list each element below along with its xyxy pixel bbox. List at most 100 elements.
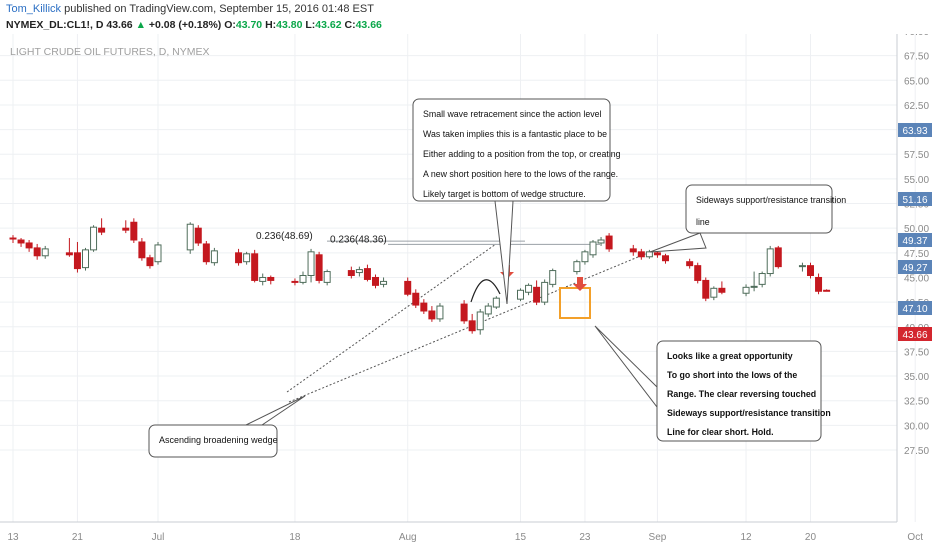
- candle-body: [710, 287, 718, 298]
- candle-body: [750, 285, 758, 288]
- candle-body: [194, 227, 202, 244]
- candle-body: [315, 254, 323, 281]
- candle-body: [637, 251, 645, 258]
- y-tick-label: 45.00: [904, 273, 929, 284]
- candle-body: [380, 280, 388, 285]
- retracement-arc: [470, 279, 501, 303]
- last-price: 43.66: [106, 19, 133, 31]
- wedge-upper-line: [286, 243, 497, 393]
- y-tick-label: 65.00: [904, 76, 929, 87]
- price-badge: [898, 301, 932, 315]
- candle-body: [98, 227, 106, 233]
- candle-body: [81, 249, 89, 269]
- y-tick-label: 30.00: [904, 421, 929, 432]
- x-tick-label: Oct: [907, 532, 923, 543]
- fib-level-label: 0.236(48.36): [330, 234, 387, 245]
- candle-body: [516, 289, 524, 300]
- candle-body: [73, 252, 81, 270]
- candle-body: [460, 303, 468, 322]
- chart-header: Tom_Killick published on TradingView.com…: [0, 0, 932, 34]
- candle-body: [41, 248, 49, 257]
- note-sideways-box: [685, 184, 833, 234]
- candle-body: [363, 268, 371, 280]
- price-chart[interactable]: 27.5030.0032.5035.0037.5040.0042.5045.00…: [0, 34, 932, 550]
- candle-body: [412, 292, 420, 306]
- close-label: C:: [344, 19, 356, 31]
- candle-body: [549, 270, 557, 285]
- note-sideways: Sideways support/resistance transition li…: [649, 184, 846, 253]
- symbol-name[interactable]: NYMEX_DL:CL1!, D: [6, 19, 104, 31]
- publisher-line: Tom_Killick published on TradingView.com…: [6, 3, 374, 15]
- candle-body: [742, 286, 750, 294]
- candle-body: [533, 286, 541, 303]
- note-sideways-text-line: line: [696, 217, 710, 227]
- author-link[interactable]: Tom_Killick: [6, 3, 62, 15]
- y-tick-label: 50.00: [904, 224, 929, 235]
- candle-body: [404, 280, 412, 295]
- note-right-text-line: Range. The clear reversing touched: [667, 389, 816, 399]
- candle-body: [267, 276, 275, 281]
- note-wedge-box: [148, 424, 278, 458]
- candle-body: [694, 265, 702, 281]
- fib-level-label: 0.236(48.69): [256, 231, 313, 242]
- candle-body: [65, 252, 73, 256]
- published-text: published on TradingView.com, September …: [64, 3, 374, 15]
- symbol-line: NYMEX_DL:CL1!, D 43.66 ▲ +0.08 (+0.18%) …: [6, 19, 382, 31]
- candle-body: [468, 320, 476, 332]
- candle-body: [371, 276, 379, 286]
- candle-body: [653, 252, 661, 256]
- candle-body: [428, 310, 436, 320]
- candle-body: [186, 223, 194, 251]
- x-tick-label: 12: [740, 532, 752, 543]
- note-top: Small wave retracement since the action …: [412, 98, 621, 305]
- note-right-text-line: Line for clear short. Hold.: [667, 427, 774, 437]
- x-tick-label: 23: [579, 532, 591, 543]
- price-badge-label: 63.93: [902, 126, 927, 137]
- candle-body: [774, 247, 782, 268]
- candle-body: [291, 280, 299, 283]
- x-tick-label: 15: [515, 532, 527, 543]
- y-tick-label: 27.50: [904, 446, 929, 457]
- x-tick-label: 21: [72, 532, 84, 543]
- x-tick-label: 20: [805, 532, 817, 543]
- reversal-highlight-box: [559, 287, 591, 319]
- candle-body: [806, 265, 814, 276]
- x-tick-label: 18: [289, 532, 301, 543]
- x-tick-label: 13: [7, 532, 19, 543]
- candle-body: [476, 311, 484, 331]
- note-right-text-line: Sideways support/resistance transition: [667, 408, 831, 418]
- candle-body: [138, 241, 146, 259]
- candle-body: [605, 235, 613, 250]
- candle-body: [661, 255, 669, 262]
- candle-body: [686, 261, 694, 267]
- note-right-text-line: To go short into the lows of the: [667, 370, 797, 380]
- candle-body: [25, 242, 33, 249]
- candle-body: [146, 257, 154, 267]
- y-tick-label: 70.00: [904, 34, 929, 38]
- low-label: L:: [305, 19, 316, 31]
- note-right: Looks like a great opportunity To go shor…: [594, 325, 831, 442]
- candle-body: [347, 270, 355, 276]
- candle-body: [573, 261, 581, 273]
- candle-body: [243, 253, 251, 263]
- price-badge-label: 51.16: [902, 195, 927, 206]
- note-top-text-line: Small wave retracement since the action …: [423, 109, 602, 119]
- chart-title: LIGHT CRUDE OIL FUTURES, D, NYMEX: [10, 46, 210, 58]
- price-change: +0.08 (+0.18%): [148, 19, 222, 31]
- y-tick-label: 37.50: [904, 347, 929, 358]
- candle-body: [589, 241, 597, 256]
- x-tick-label: Sep: [649, 532, 667, 543]
- candle-body: [645, 251, 653, 258]
- candle-body: [718, 287, 726, 293]
- candle-body: [210, 250, 218, 264]
- candle-body: [355, 269, 363, 274]
- candle-body: [235, 252, 243, 264]
- candle-body: [202, 243, 210, 263]
- candle-body: [766, 248, 774, 275]
- y-tick-label: 62.50: [904, 101, 929, 112]
- close-value: 43.66: [355, 19, 382, 31]
- y-tick-label: 57.50: [904, 150, 929, 161]
- candle-body: [90, 226, 98, 251]
- candle-body: [702, 279, 710, 299]
- price-badge-label: 43.66: [902, 330, 927, 341]
